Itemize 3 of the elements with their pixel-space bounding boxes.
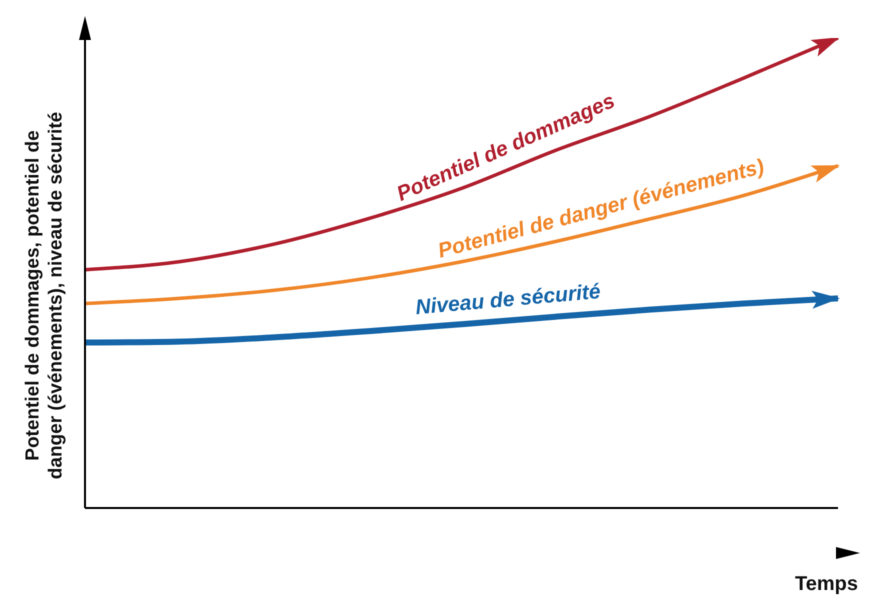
series-label: Niveau de sécurité — [414, 280, 602, 320]
y-axis-title: Potentiel de dommages, potentiel de danger (événements), niveau de sécurité — [22, 112, 66, 480]
x-axis-title: Temps — [795, 573, 858, 595]
